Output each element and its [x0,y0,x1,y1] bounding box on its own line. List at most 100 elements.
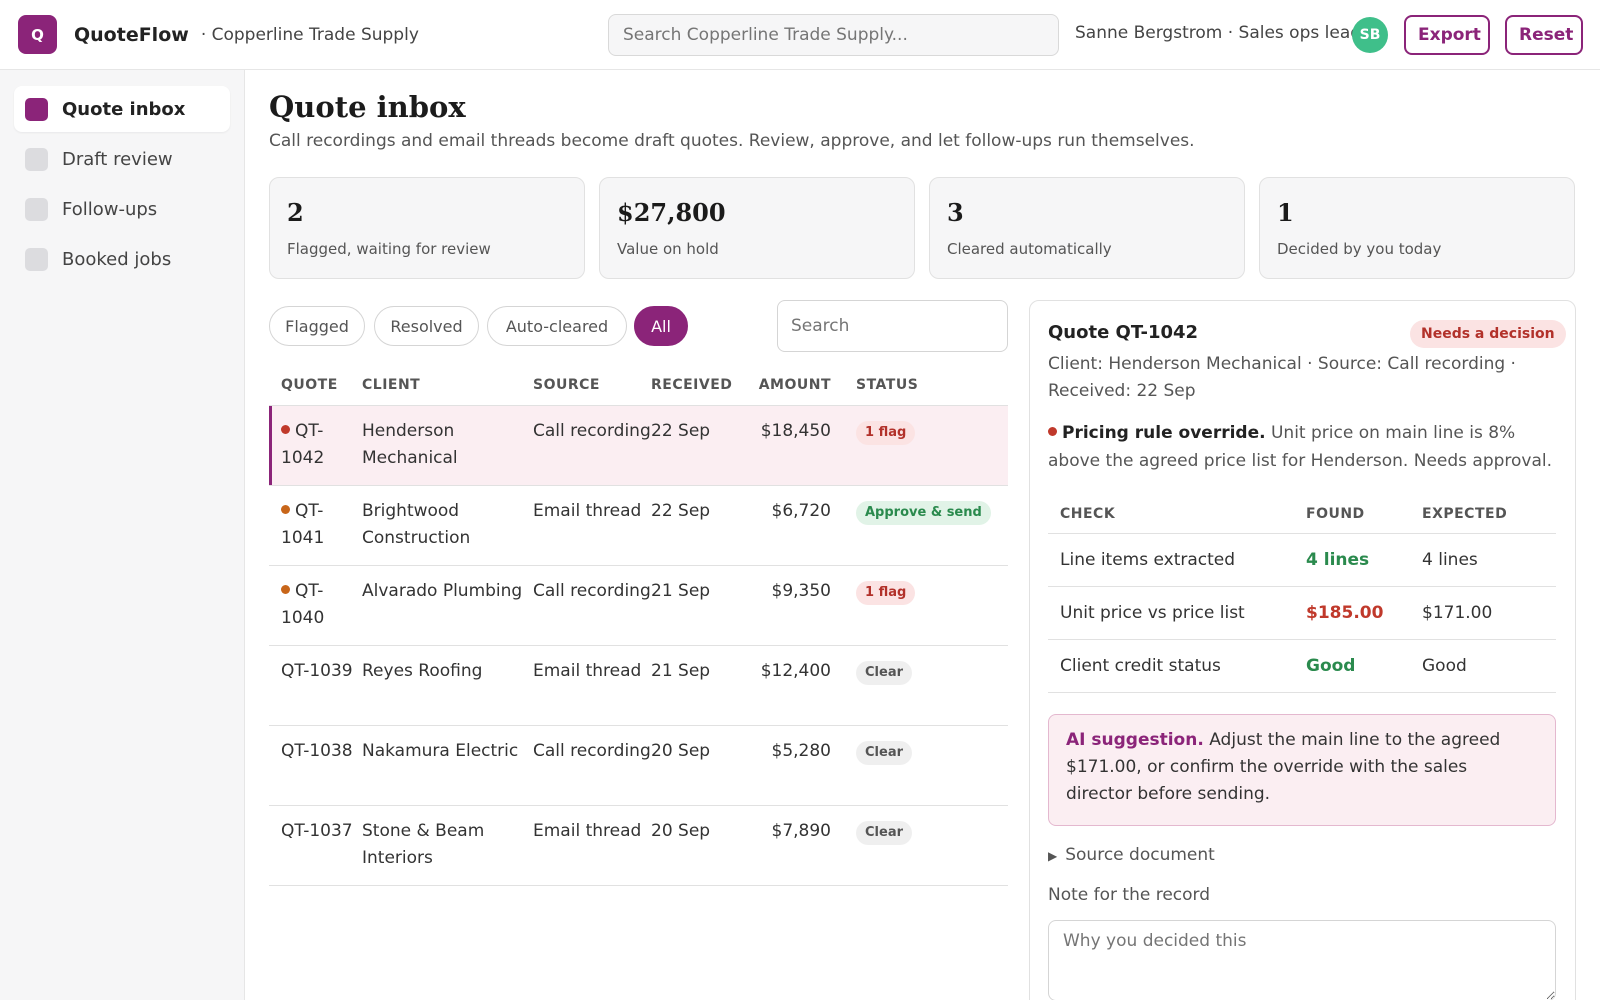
reset-button[interactable]: Reset [1505,15,1583,55]
column-header-client[interactable]: CLIENT [362,377,421,393]
status-badge: Clear [856,821,912,845]
column-header-source[interactable]: SOURCE [533,377,600,393]
quote-id: QT-1039 [281,661,353,681]
cell-quote: QT-1037 [269,818,362,885]
filter-pill-all[interactable]: All [634,306,688,346]
check-table: CHECK FOUND EXPECTED Line items extracte… [1048,494,1556,693]
table-search-input[interactable] [777,300,1008,352]
status-badge: 1 flag [856,581,916,605]
nav-square-icon [25,197,48,221]
check-found: Good [1306,656,1356,676]
note-input[interactable] [1048,920,1556,1000]
flag-dot-icon [1048,426,1057,436]
cell-received: 20 Sep [651,821,711,841]
cell-status: Clear [831,818,912,885]
status-badge: 1 flag [856,421,916,445]
nav-square-icon [25,97,48,121]
table-row[interactable]: QT-1037 Stone & Beam Interiors Email thr… [269,806,1008,886]
triangle-right-icon: ▶ [1048,849,1058,863]
check-expected: $171.00 [1422,603,1493,623]
table-row[interactable]: QT-1041 Brightwood Construction Email th… [269,486,1008,566]
cell-source: Email thread [533,661,642,681]
cell-amount: $18,450 [760,421,831,441]
filter-pill-auto-cleared[interactable]: Auto-cleared [487,306,627,346]
suggestion-text: Adjust the main line to the agreed $171.… [1066,730,1501,804]
check-name: Unit price vs price list [1060,603,1245,623]
source-document-toggle[interactable]: ▶ Source document [1048,845,1215,865]
sidebar-item-label: Draft review [62,148,173,170]
cell-client: Stone & Beam Interiors [362,821,485,868]
check-name: Client credit status [1060,656,1221,676]
status-badge: Clear [856,661,912,685]
cell-client: Nakamura Electric [362,741,519,761]
page-title: Quote inbox [269,90,466,124]
table-row[interactable]: QT-1042 Henderson Mechanical Call record… [269,406,1008,486]
sidebar-item-label: Booked jobs [62,248,172,270]
table-row[interactable]: QT-1039 Reyes Roofing Email thread 21 Se… [269,646,1008,726]
app-logo: Q [18,15,57,54]
sidebar-item-draft-review[interactable]: Draft review [14,136,230,182]
column-header-check: CHECK [1060,505,1116,522]
stat-label: Value on hold [617,240,719,258]
page-subtitle: Call recordings and email threads become… [269,131,1195,151]
ai-suggestion: AI suggestion. Adjust the main line to t… [1048,714,1556,826]
check-row: Line items extracted 4 lines 4 lines [1048,534,1556,587]
status-badge[interactable]: Approve & send [856,501,991,525]
decision-badge: Needs a decision [1410,320,1566,348]
global-search-input[interactable] [608,14,1059,56]
status-badge: Clear [856,741,912,765]
column-header-quote[interactable]: QUOTE [281,377,338,393]
table-row[interactable]: QT-1038 Nakamura Electric Call recording… [269,726,1008,806]
sidebar-item-booked-jobs[interactable]: Booked jobs [14,236,230,282]
cell-amount: $12,400 [760,661,831,681]
table-header: QUOTE CLIENT SOURCE RECEIVED AMOUNT STAT… [269,366,1008,406]
cell-amount: $9,350 [771,581,831,601]
check-expected: Good [1422,656,1467,676]
column-header-expected: EXPECTED [1422,505,1508,522]
stat-card-value-on-hold: $27,800 Value on hold [599,177,915,279]
filter-pill-resolved[interactable]: Resolved [374,306,479,346]
issue-title: Pricing rule override. [1062,423,1266,443]
cell-quote: QT-1038 [269,738,362,805]
quote-id: QT-1037 [281,821,353,841]
suggestion-title: AI suggestion. [1066,730,1204,750]
cell-client: Reyes Roofing [362,661,483,681]
check-name: Line items extracted [1060,550,1236,570]
cell-client: Alvarado Plumbing [362,581,523,601]
cell-quote: QT-1041 [269,498,362,565]
quote-detail-panel: Quote QT-1042 Needs a decision Client: H… [1029,300,1576,1000]
column-header-received[interactable]: RECEIVED [651,377,733,393]
stat-value: 3 [947,198,964,227]
sidebar-item-follow-ups[interactable]: Follow-ups [14,186,230,232]
issue-description: Pricing rule override. Unit price on mai… [1048,419,1558,475]
check-found: 4 lines [1306,550,1370,570]
cell-source: Call recording [533,581,651,601]
export-button[interactable]: Export [1404,15,1490,55]
column-header-status[interactable]: STATUS [856,377,919,393]
cell-source: Email thread [533,501,642,521]
filter-pill-flagged[interactable]: Flagged [269,306,365,346]
cell-amount: $5,280 [771,741,831,761]
source-document-label: Source document [1065,845,1215,865]
nav-square-icon [25,247,48,271]
cell-status: 1 flag [831,578,916,645]
stat-label: Cleared automatically [947,240,1112,258]
stat-card-flagged: 2 Flagged, waiting for review [269,177,585,279]
flag-dot-icon [281,584,290,594]
avatar[interactable]: SB [1352,17,1388,53]
stat-value: 1 [1277,198,1294,227]
column-header-amount[interactable]: AMOUNT [758,377,831,393]
nav-square-icon [25,147,48,171]
cell-received: 21 Sep [651,581,711,601]
issue-text: Unit price on main line is 8% above the … [1048,423,1553,471]
stat-card-cleared: 3 Cleared automatically [929,177,1245,279]
flag-dot-icon [281,504,290,514]
cell-source: Call recording [533,741,651,761]
cell-quote: QT-1039 [269,658,362,725]
stat-label: Decided by you today [1277,240,1442,258]
table-row[interactable]: QT-1040 Alvarado Plumbing Call recording… [269,566,1008,646]
flag-dot-icon [281,424,290,434]
sidebar-item-quote-inbox[interactable]: Quote inbox [14,86,230,132]
check-found: $185.00 [1306,603,1384,623]
quote-id: QT-1038 [281,741,353,761]
